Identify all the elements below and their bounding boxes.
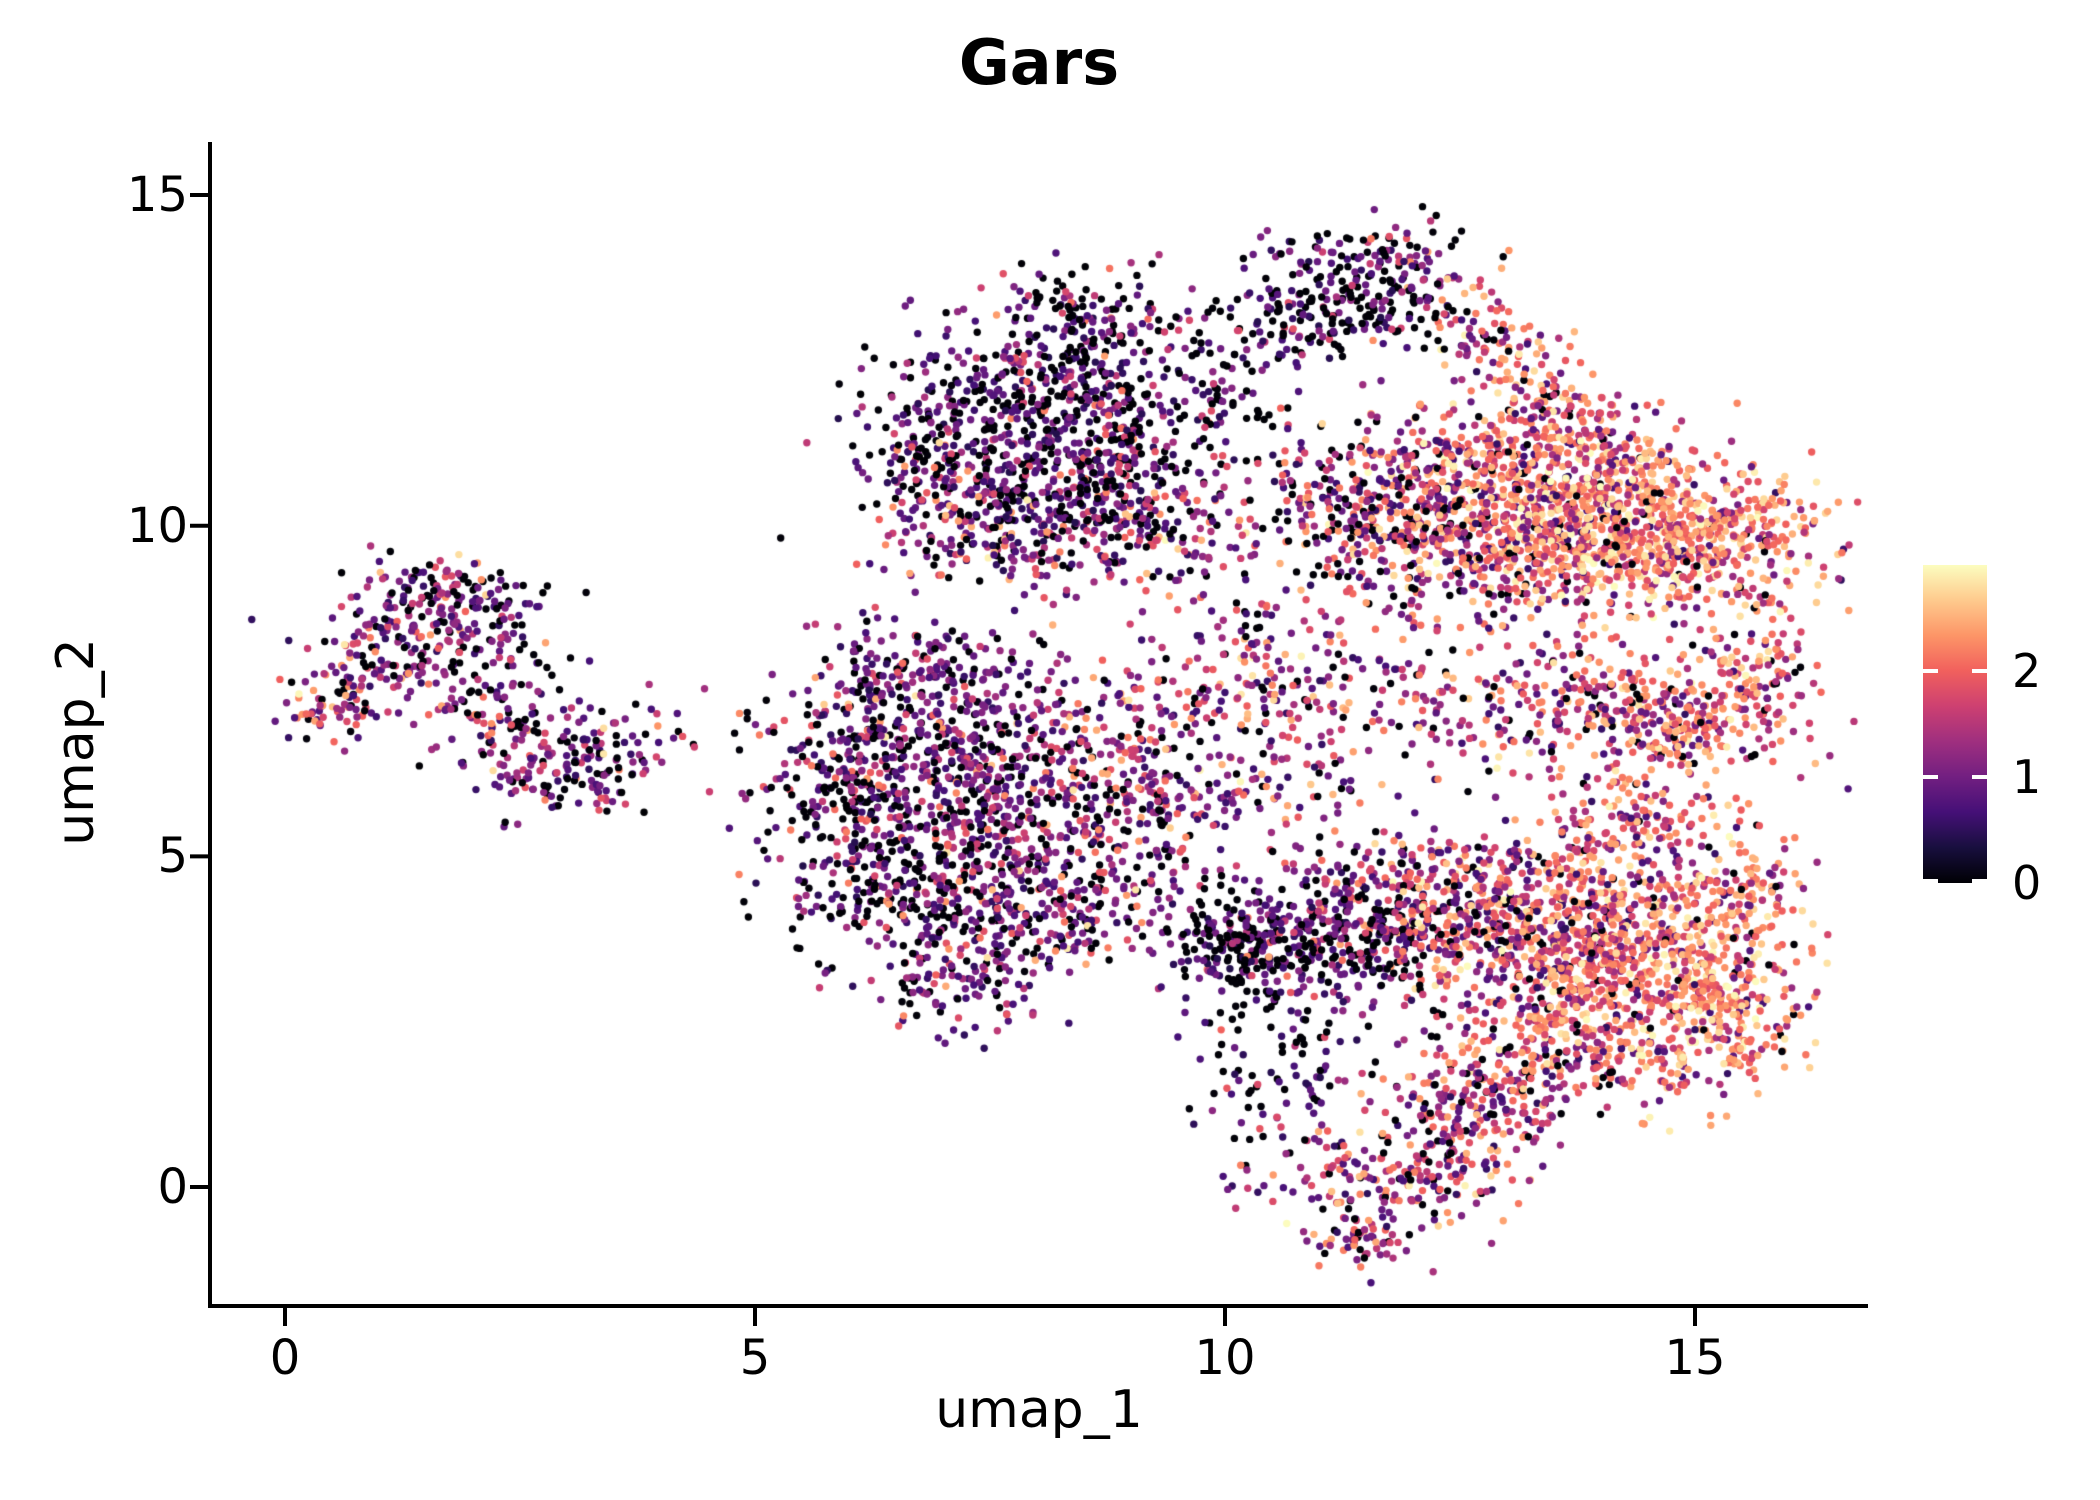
colorbar xyxy=(1923,565,1987,883)
colorbar-tick-mark xyxy=(1923,879,1938,883)
x-tick-label: 15 xyxy=(1664,1330,1726,1386)
colorbar-tick-mark xyxy=(1923,669,1938,673)
y-tick-label: 0 xyxy=(157,1159,188,1215)
x-axis-label: umap_1 xyxy=(935,1380,1143,1440)
y-tick-label: 15 xyxy=(126,167,188,224)
colorbar-tick-mark xyxy=(1923,775,1938,779)
colorbar-tick-label: 1 xyxy=(2012,750,2042,804)
x-tick-label: 0 xyxy=(269,1330,301,1386)
colorbar-tick-label: 0 xyxy=(2012,856,2042,910)
colorbar-tick-label: 2 xyxy=(2012,644,2042,698)
colorbar-tick-mark xyxy=(1972,879,1987,883)
x-tick-label: 5 xyxy=(739,1330,771,1386)
y-tick-label: 5 xyxy=(157,828,188,885)
y-tick-label: 10 xyxy=(126,497,188,554)
y-axis-label: umap_2 xyxy=(46,638,106,846)
x-tick-label: 10 xyxy=(1194,1330,1256,1386)
colorbar-tick-mark xyxy=(1972,669,1987,673)
plot-title: Gars xyxy=(958,26,1120,99)
colorbar-tick-mark xyxy=(1972,775,1987,779)
